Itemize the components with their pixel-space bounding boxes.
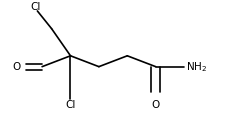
Text: Cl: Cl bbox=[30, 2, 41, 12]
Text: NH$_2$: NH$_2$ bbox=[186, 60, 207, 74]
Text: O: O bbox=[152, 100, 160, 110]
Text: Cl: Cl bbox=[65, 100, 76, 110]
Text: O: O bbox=[12, 62, 20, 72]
